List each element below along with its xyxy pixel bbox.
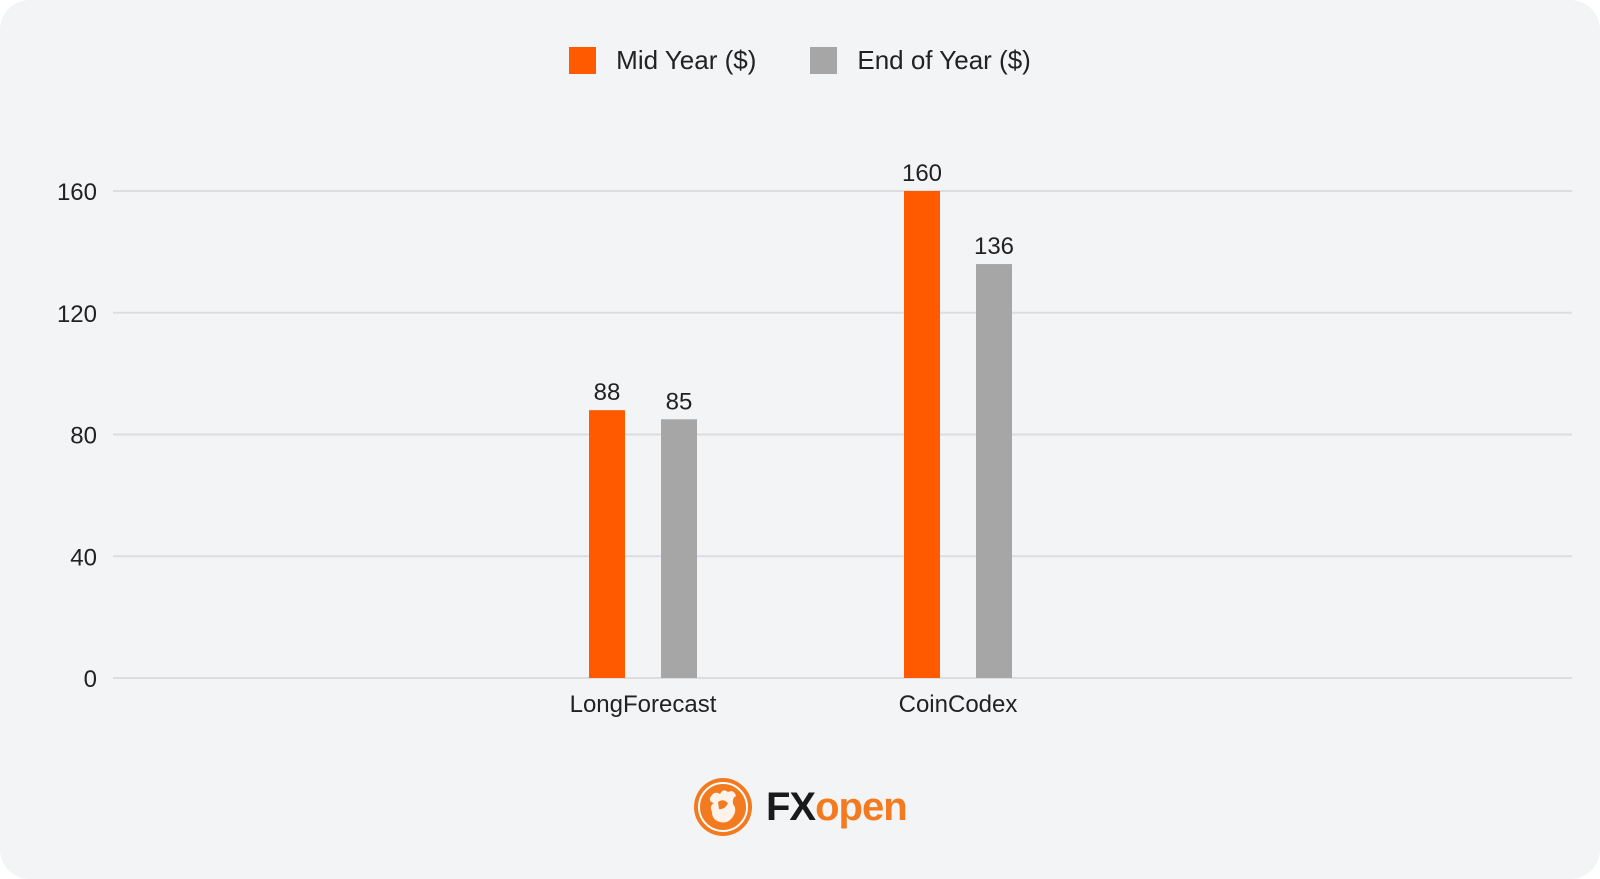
data-label-coincodex-series-1: 136 <box>974 233 1014 260</box>
data-label-longforecast-series-1: 85 <box>666 388 693 415</box>
legend-label-mid-year: Mid Year ($) <box>616 45 757 75</box>
data-label-longforecast-series-0: 88 <box>594 379 621 406</box>
logo-text-fx: FX <box>766 785 816 829</box>
y-tick-label-120: 120 <box>57 301 97 328</box>
y-tick-label-40: 40 <box>70 544 97 571</box>
legend-swatch-end-of-year <box>810 47 838 74</box>
bar-coincodex-series-0 <box>904 191 940 678</box>
legend-item-end-of-year: End of Year ($) <box>810 45 1031 76</box>
fxopen-logo: FXopen <box>692 776 908 838</box>
chart-legend: Mid Year ($) End of Year ($) <box>0 45 1600 76</box>
y-tick-label-160: 160 <box>57 179 97 206</box>
x-tick-label-longforecast: LongForecast <box>570 691 717 718</box>
legend-label-end-of-year: End of Year ($) <box>857 45 1031 75</box>
x-tick-label-coincodex: CoinCodex <box>899 691 1018 718</box>
bar-coincodex-series-1 <box>976 264 1012 678</box>
bar-longforecast-series-0 <box>589 410 625 678</box>
y-tick-label-0: 0 <box>84 666 97 693</box>
legend-swatch-mid-year <box>569 47 597 74</box>
data-label-coincodex-series-0: 160 <box>902 160 942 187</box>
legend-item-mid-year: Mid Year ($) <box>569 45 756 76</box>
bull-emblem-icon <box>694 778 752 836</box>
logo-text-open: open <box>815 785 908 829</box>
logo-wordmark: FXopen <box>766 785 908 829</box>
y-tick-label-80: 80 <box>70 423 97 450</box>
bar-longforecast-series-1 <box>661 419 697 678</box>
